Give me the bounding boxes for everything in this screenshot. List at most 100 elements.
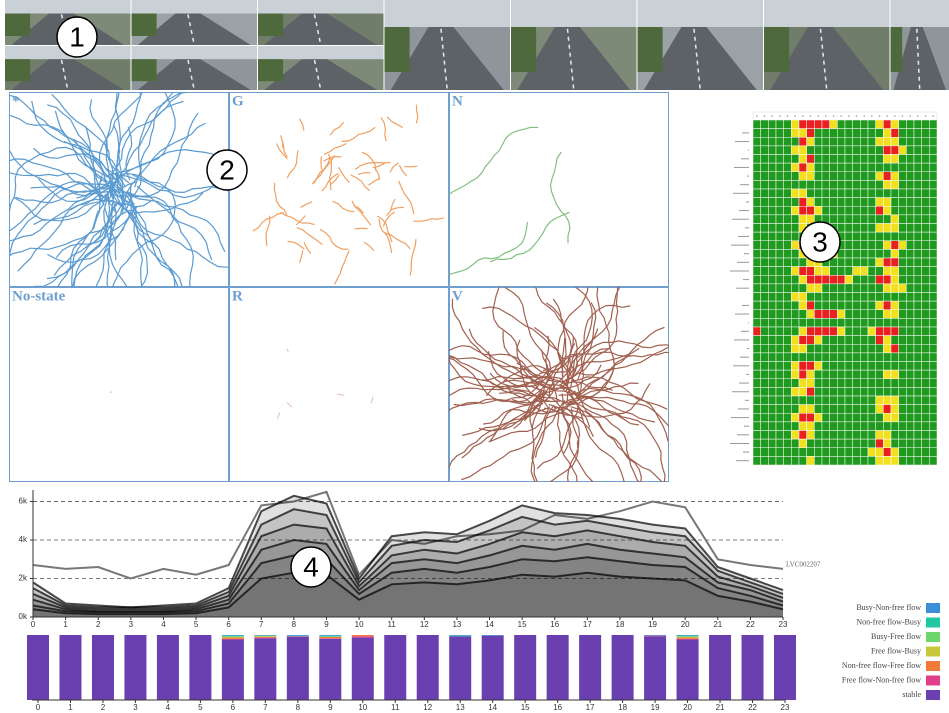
heat-cell <box>875 344 884 354</box>
trajectory <box>323 156 342 162</box>
x-tick-label: 10 <box>358 703 367 712</box>
heat-cell <box>875 369 884 379</box>
heat-cell <box>867 240 876 250</box>
heat-cell <box>929 292 938 302</box>
trajectory <box>576 327 665 396</box>
heatmap <box>730 111 938 466</box>
heat-cell <box>929 387 938 397</box>
heat-cell <box>913 257 922 267</box>
camera-road <box>264 59 378 90</box>
trajectory <box>99 195 152 208</box>
camera-road <box>517 27 631 90</box>
heat-cell <box>829 369 838 379</box>
heat-cell <box>783 257 792 267</box>
heat-cell <box>783 369 792 379</box>
trajectory <box>552 298 579 373</box>
heat-cell <box>860 413 869 423</box>
heat-cell <box>860 447 869 457</box>
trajectory <box>565 343 575 391</box>
heat-cell <box>906 309 915 319</box>
heat-cell <box>783 344 792 354</box>
heat-cell <box>806 145 815 155</box>
camera-lane <box>819 28 828 91</box>
heat-cell <box>913 231 922 241</box>
heat-cell <box>798 283 807 293</box>
heat-cell <box>921 292 930 302</box>
trajectory <box>265 215 271 247</box>
heat-cell <box>883 404 892 414</box>
heat-cell <box>775 137 784 147</box>
heat-cell <box>806 128 815 138</box>
heat-cell <box>752 249 761 259</box>
heat-cell <box>829 292 838 302</box>
heat-cell <box>829 447 838 457</box>
trajectory <box>9 146 107 215</box>
heat-cell <box>852 188 861 198</box>
heat-cell <box>798 369 807 379</box>
heat-cell <box>791 395 800 405</box>
heat-cell <box>791 257 800 267</box>
heat-cell <box>806 352 815 362</box>
x-tick-label: 13 <box>452 620 461 629</box>
trajectory <box>449 345 540 379</box>
heat-cell <box>921 361 930 371</box>
heat-cell <box>783 128 792 138</box>
map-panels: * G N No-state R V <box>9 92 669 482</box>
heat-cell <box>844 162 853 172</box>
heat-cell <box>921 430 930 440</box>
heat-cell <box>883 318 892 328</box>
heat-cell <box>867 162 876 172</box>
heat-cell <box>852 413 861 423</box>
trajectory <box>535 287 575 372</box>
heat-cell <box>860 456 869 466</box>
trajectory <box>132 213 149 287</box>
heat-cell <box>852 361 861 371</box>
heat-cell <box>806 326 815 336</box>
map-panel <box>229 287 449 482</box>
heat-cell <box>837 326 846 336</box>
heat-cell <box>844 387 853 397</box>
heat-cell <box>852 430 861 440</box>
heat-cell <box>798 430 807 440</box>
heat-cell <box>867 404 876 414</box>
heat-cell <box>806 421 815 431</box>
heat-cell <box>829 171 838 181</box>
heat-cell <box>775 275 784 285</box>
header-dot <box>871 115 873 117</box>
heat-cell <box>867 154 876 164</box>
heat-cell <box>791 266 800 276</box>
heat-cell <box>883 438 892 448</box>
heat-cell <box>867 223 876 233</box>
heat-cell <box>791 275 800 285</box>
bar-segment <box>351 637 374 700</box>
trajectory <box>564 347 640 386</box>
heat-cell <box>760 283 769 293</box>
camera-road <box>770 27 884 90</box>
heat-cell <box>875 378 884 388</box>
heat-cell <box>783 180 792 190</box>
heat-cell <box>913 447 922 457</box>
trajectory <box>280 211 315 225</box>
heat-cell <box>898 197 907 207</box>
heat-cell <box>921 326 930 336</box>
x-tick-label: 16 <box>553 703 562 712</box>
heat-cell <box>867 119 876 129</box>
trajectory <box>338 167 350 183</box>
camera-image <box>764 0 890 91</box>
heat-cell <box>752 387 761 397</box>
heat-cell <box>929 447 938 457</box>
trajectory <box>116 172 229 194</box>
header-dot <box>840 115 842 117</box>
camera-lane <box>313 59 322 91</box>
header-dot <box>894 115 896 117</box>
heat-cell <box>837 188 846 198</box>
heat-cell <box>913 309 922 319</box>
heat-cell <box>829 421 838 431</box>
heat-cell <box>798 266 807 276</box>
heat-cell <box>883 162 892 172</box>
heat-cell <box>906 266 915 276</box>
trajectory <box>382 211 395 227</box>
heat-cell <box>921 171 930 181</box>
bar-segment <box>221 639 244 700</box>
heat-cell <box>875 438 884 448</box>
